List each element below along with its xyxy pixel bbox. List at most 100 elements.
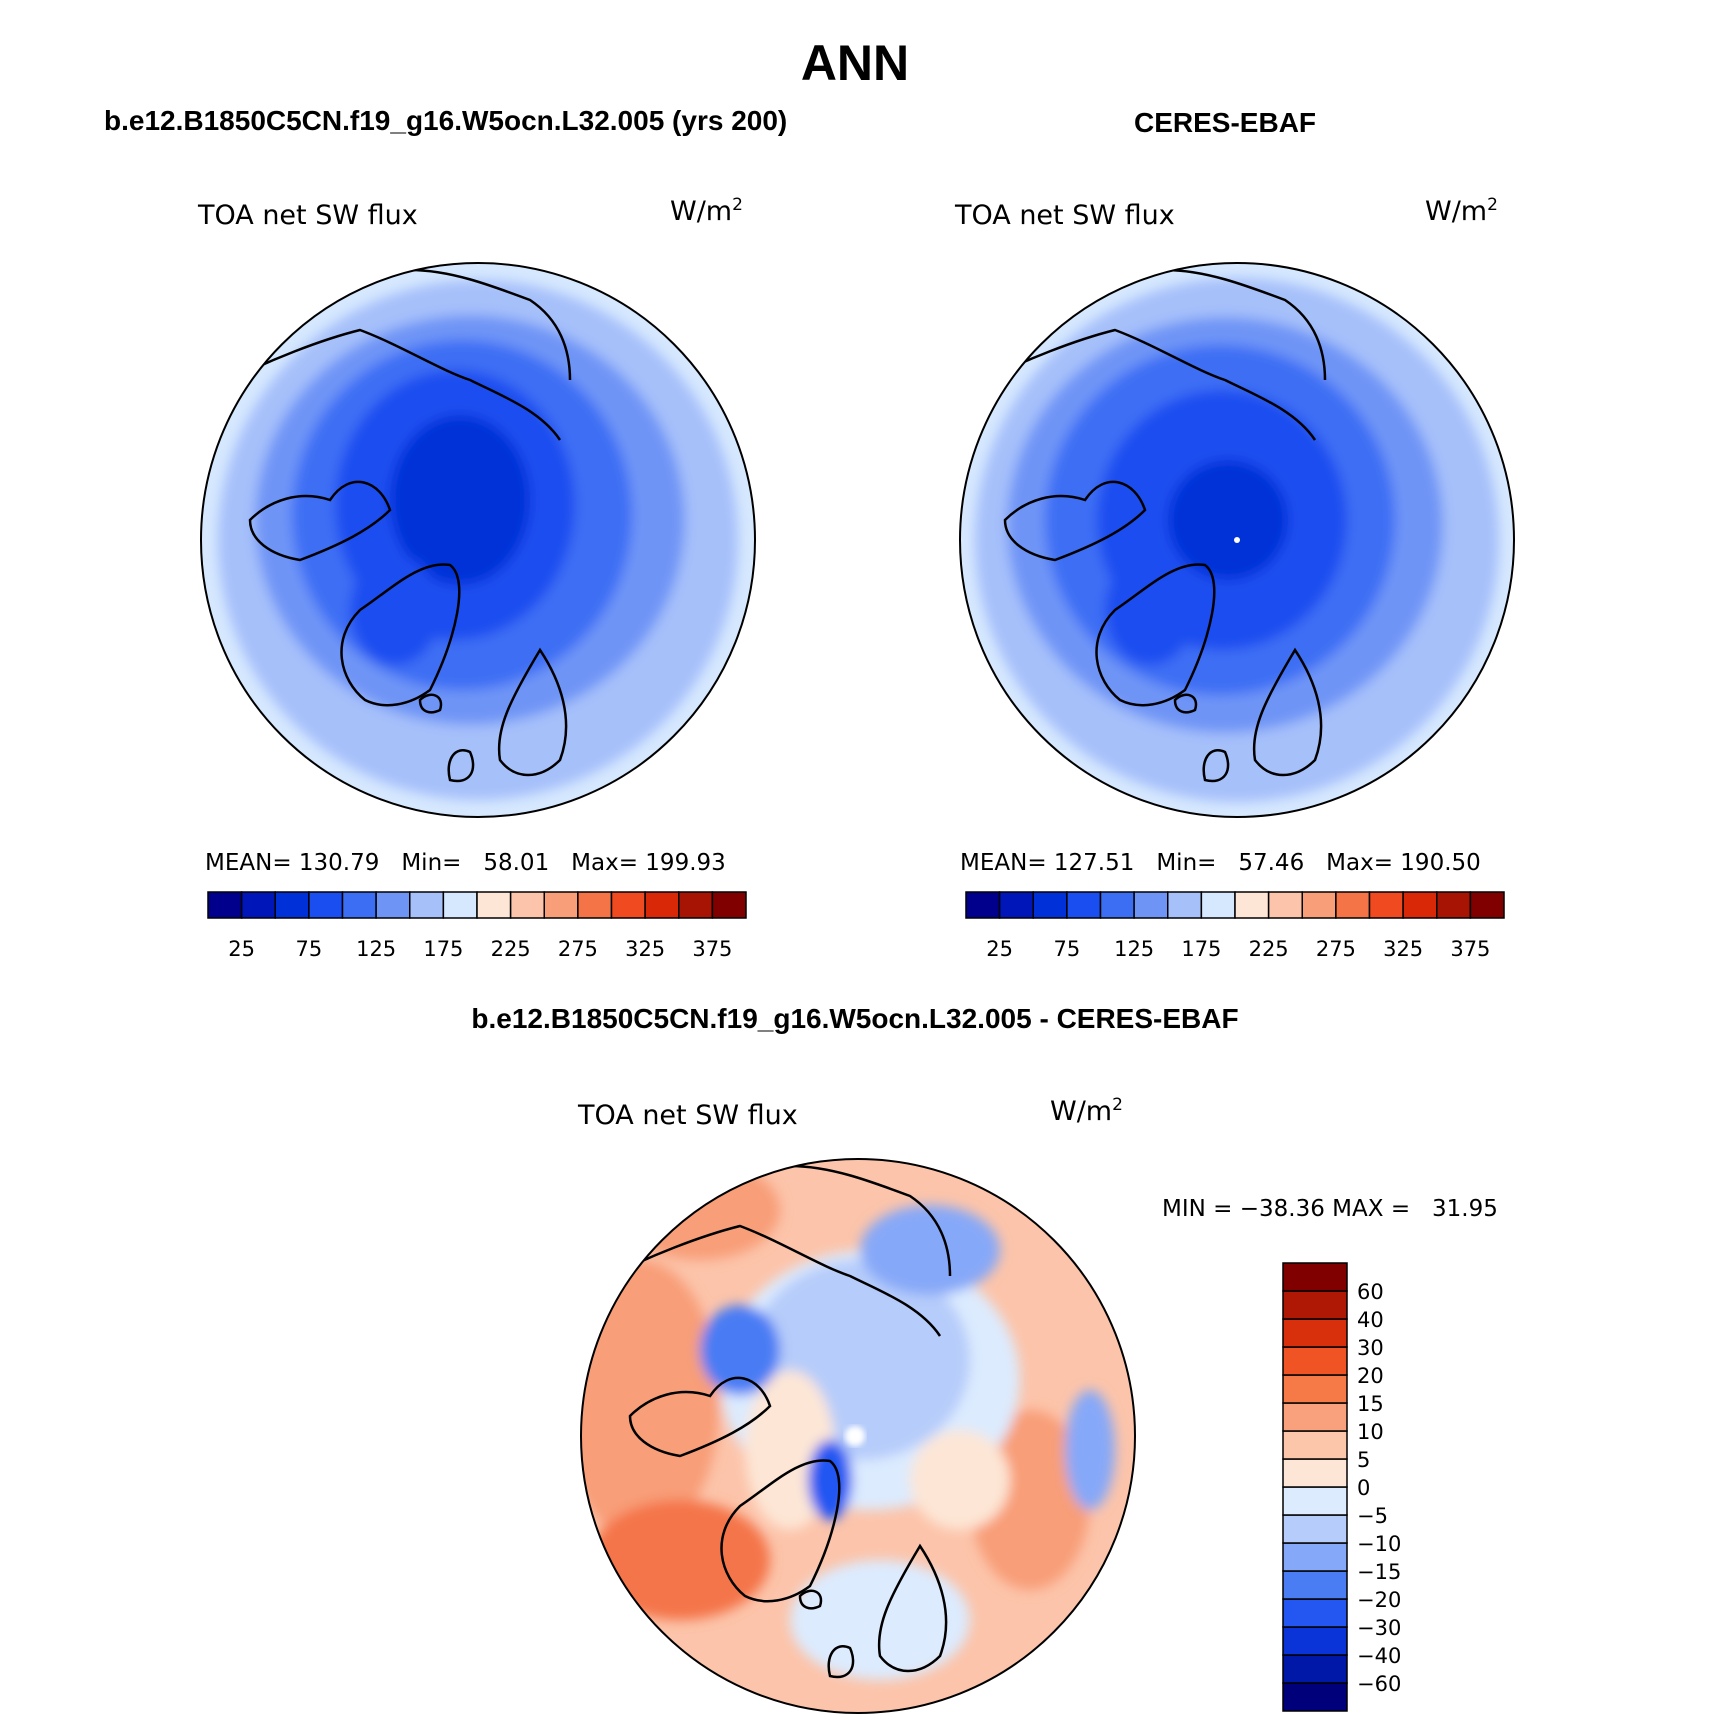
min-label: Min= [1156,850,1217,876]
panel-left-stats: MEAN= 130.79 Min= 58.01 Max= 199.93 [205,850,726,876]
colorbar-swatch [1282,1318,1348,1348]
colorbar-swatch [1282,1626,1348,1656]
colorbar-swatch [1282,1430,1348,1460]
colorbar-swatch [1167,891,1203,919]
colorbar-left: 25 75 125 175 225 275 325 375 [207,891,747,961]
colorbar-tick-label: 225 [1249,937,1289,961]
panel-left-units: W/m2 [670,195,743,227]
coastlines-left [229,268,572,783]
colorbar-swatch [1234,891,1270,919]
colorbar-tick-label: 20 [1357,1364,1384,1388]
colorbar-tick-label: 30 [1357,1336,1384,1360]
colorbar-tick-label: 275 [558,937,598,961]
colorbar-swatch [1282,1402,1348,1432]
colorbar-tick-label: 375 [692,937,732,961]
mean-label: MEAN= [205,850,292,876]
panel-right-stats: MEAN= 127.51 Min= 57.46 Max= 190.50 [960,850,1481,876]
colorbar-tick-label: 25 [228,937,255,961]
colorbar-swatch [1282,1682,1348,1712]
colorbar-tick-label: −20 [1357,1588,1401,1612]
colorbar-swatch [1066,891,1102,919]
mean-value: 127.51 [1053,850,1135,876]
colorbar-swatch [1282,1458,1348,1488]
coastlines-right [984,268,1327,783]
colorbar-swatch [1282,1486,1348,1516]
max-label: MAX = [1332,1196,1411,1222]
colorbar-swatch [274,891,310,919]
map-right-border [959,262,1515,818]
colorbar-swatch [1436,891,1472,919]
colorbar-swatch [509,891,545,919]
colorbar-tick-label: 125 [1114,937,1154,961]
min-value: 57.46 [1238,850,1305,876]
colorbar-swatch [1200,891,1236,919]
units-exponent: 2 [732,195,743,215]
panel-right-variable: TOA net SW flux [955,200,1175,231]
colorbar-swatch [1368,891,1404,919]
colorbar-swatch [1282,1654,1348,1684]
colorbar-swatch [1301,891,1337,919]
colorbar-swatch [1267,891,1303,919]
colorbar-swatch [644,891,680,919]
colorbar-swatch [1402,891,1438,919]
colorbar-tick-label: 60 [1357,1280,1384,1304]
colorbar-tick-label: 0 [1357,1476,1370,1500]
diff-variable: TOA net SW flux [578,1100,798,1131]
units-base: W/m [670,196,733,227]
colorbar-tick-label: 75 [1054,937,1081,961]
colorbar-swatch [610,891,646,919]
colorbar-tick-label: −10 [1357,1532,1401,1556]
map-diff-border [580,1158,1136,1714]
colorbar-swatch [711,891,747,919]
colorbar-tick-label: 10 [1357,1420,1384,1444]
max-label: Max= [571,850,638,876]
coastlines-diff [609,1164,952,1679]
diff-units: W/m2 [1050,1095,1123,1127]
colorbar-tick-label: −40 [1357,1644,1401,1668]
max-value: 190.50 [1400,850,1481,876]
min-label: MIN = [1162,1196,1233,1222]
diff-header: b.e12.B1850C5CN.f19_g16.W5ocn.L32.005 - … [471,1003,1239,1034]
colorbar-tick-label: −15 [1357,1560,1401,1584]
panel-right-header: CERES-EBAF [1134,107,1317,138]
units-base: W/m [1425,196,1488,227]
map-left [201,263,755,817]
colorbar-swatch [1282,1570,1348,1600]
colorbar-tick-label: 175 [1181,937,1221,961]
colorbar-tick-label: 40 [1357,1308,1384,1332]
colorbar-swatch [1282,1262,1348,1292]
mean-value: 130.79 [298,850,380,876]
max-value: 199.93 [645,850,726,876]
colorbar-swatch [1282,1542,1348,1572]
colorbar-swatch [1282,1374,1348,1404]
colorbar-tick-label: 325 [1383,937,1423,961]
diff-stats: MIN = −38.36 MAX = 31.95 [1162,1196,1498,1222]
colorbar-swatch [308,891,344,919]
min-label: Min= [401,850,462,876]
colorbar-swatch [1282,1598,1348,1628]
min-value: −38.36 [1239,1196,1325,1222]
min-value: 58.01 [483,850,550,876]
colorbar-swatch [1469,891,1505,919]
max-label: Max= [1326,850,1393,876]
colorbar-swatch [1335,891,1371,919]
colorbar-tick-label: 275 [1316,937,1356,961]
panel-left-header: b.e12.B1850C5CN.f19_g16.W5ocn.L32.005 (y… [104,105,788,136]
map-diff [581,1159,1135,1713]
panel-left-variable: TOA net SW flux [198,200,418,231]
units-exponent: 2 [1112,1095,1123,1115]
colorbar-swatch [476,891,512,919]
colorbar-tick-label: −60 [1357,1672,1401,1696]
colorbar-swatch [442,891,478,919]
colorbar-swatch [375,891,411,919]
colorbar-swatch [1282,1346,1348,1376]
colorbar-diff: 60 40 30 20 15 10 5 0 −5 −10 −15 −20 −30 −40 −60 [1282,1262,1401,1712]
colorbar-swatch [1282,1290,1348,1320]
colorbar-tick-label: 25 [986,937,1013,961]
colorbar-swatch [409,891,445,919]
colorbar-swatch [965,891,1001,919]
colorbar-swatch [1282,1514,1348,1544]
colorbar-swatch [1032,891,1068,919]
colorbar-swatch [240,891,276,919]
max-value: 31.95 [1432,1196,1498,1222]
